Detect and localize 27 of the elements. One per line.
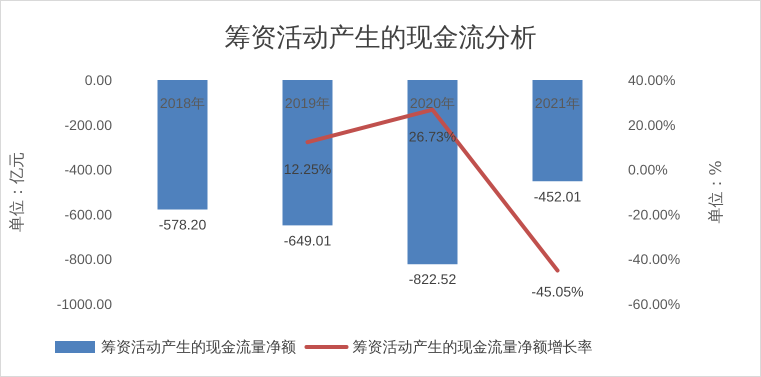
y-tick-label: -800.00: [64, 251, 112, 268]
legend-label: 筹资活动产生的现金流量净额: [101, 338, 296, 356]
y2-tick-label: 40.00%: [628, 72, 676, 88]
y-tick-label: -600.00: [64, 206, 112, 222]
x-tick-label: 2020年: [410, 95, 456, 111]
data-label: -45.05%: [531, 284, 584, 300]
x-tick-label: 2019年: [284, 95, 330, 111]
data-label: 12.25%: [284, 161, 332, 178]
y2-axis-title: 单位：%: [706, 160, 725, 224]
data-label: -822.52: [408, 271, 456, 288]
data-label: -578.20: [158, 216, 206, 233]
data-label: -452.01: [534, 188, 582, 204]
y-tick-label: -200.00: [64, 116, 112, 133]
x-tick-label: 2018年: [160, 95, 206, 111]
y-tick-label: 0.00: [84, 72, 112, 88]
y2-tick-label: -20.00%: [628, 206, 680, 222]
x-tick-label: 2021年: [534, 95, 580, 111]
legend-label: 筹资活动产生的现金流量净额增长率: [352, 338, 592, 356]
chart-title: 筹资活动产生的现金流分析: [224, 23, 536, 53]
y2-tick-label: 20.00%: [628, 116, 676, 133]
y2-tick-label: -60.00%: [628, 296, 680, 312]
y-axis-title: 单位：亿元: [7, 152, 26, 232]
y-tick-label: -1000.00: [56, 296, 112, 312]
y-tick-label: -400.00: [64, 162, 112, 178]
y2-tick-label: -40.00%: [628, 251, 680, 268]
data-label: -649.01: [284, 232, 332, 248]
y2-tick-label: 0.00%: [628, 162, 668, 178]
